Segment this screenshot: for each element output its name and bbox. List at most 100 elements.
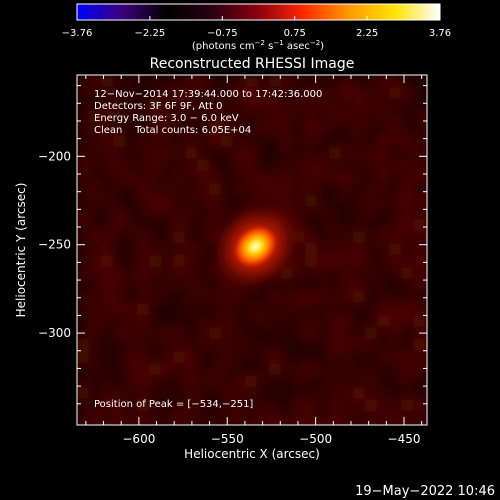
noise-cell [77,171,89,183]
noise-cell [233,363,245,375]
plot-frame [76,74,428,426]
source-contour [250,241,261,252]
noise-cell [209,351,221,363]
noise-cell [317,327,329,339]
noise-cell [377,291,389,303]
noise-cell [113,171,125,183]
noise-cell [389,387,401,399]
background-noise [77,75,427,425]
noise-cell [125,207,137,219]
noise-cell [221,279,233,291]
noise-cell [341,411,353,423]
y-axis-label: Heliocentric Y (arcsec) [14,183,28,318]
noise-cell [317,351,329,363]
noise-cell [137,135,149,147]
noise-cell [161,399,173,411]
noise-cell [137,219,149,231]
noise-cell [425,339,427,351]
noise-cell [221,291,233,303]
noise-cell [365,411,377,423]
noise-cell [269,171,281,183]
noise-cell [413,111,425,123]
noise-cell [353,183,365,195]
noise-cell [281,423,293,425]
noise-cell [269,351,281,363]
noise-cell [209,303,221,315]
noise-cell [305,375,317,387]
noise-cell [233,111,245,123]
noise-cell [149,279,161,291]
noise-cell [101,75,113,87]
noise-cell [293,363,305,375]
noise-cell [269,279,281,291]
noise-cell [365,291,377,303]
noise-cell [293,159,305,171]
noise-cell [77,375,89,387]
noise-cell [89,303,101,315]
noise-cell [377,279,389,291]
noise-cell [401,315,413,327]
x-tick-label: −600 [122,432,155,446]
noise-cell [341,207,353,219]
noise-cell [233,183,245,195]
noise-cell [413,147,425,159]
noise-cell [77,267,89,279]
x-tick-label: −450 [388,432,421,446]
noise-cell [281,303,293,315]
noise-cell [341,75,353,87]
noise-cell [269,423,281,425]
noise-cell [137,255,149,267]
flare-source [216,208,295,284]
noise-cell [413,123,425,135]
noise-cell [209,75,221,87]
noise-cell [281,279,293,291]
noise-cell [125,171,137,183]
noise-cell [353,219,365,231]
noise-cell [341,387,353,399]
noise-cell [89,423,101,425]
noise-cell [293,75,305,87]
noise-cell [245,171,257,183]
noise-cell [365,351,377,363]
noise-cell [197,135,209,147]
noise-cell [341,363,353,375]
noise-cell [77,87,89,99]
noise-cell [101,147,113,159]
noise-cell [305,351,317,363]
noise-cell [281,399,293,411]
noise-cell [389,147,401,159]
noise-cell [365,267,377,279]
noise-cell [197,279,209,291]
noise-cell [269,399,281,411]
timestamp: 19−May−2022 10:46 [355,484,495,499]
noise-cell [329,111,341,123]
noise-cell [173,267,185,279]
noise-cell [281,387,293,399]
noise-cell [269,327,281,339]
noise-cell [185,159,197,171]
noise-cell [425,291,427,303]
noise-cell [197,351,209,363]
noise-cell [77,387,89,399]
chart-title: Reconstructed RHESSI Image [150,56,355,72]
noise-cell [353,423,365,425]
noise-cell [257,195,269,207]
noise-cell [137,267,149,279]
noise-cell [137,99,149,111]
noise-cell [125,339,137,351]
noise-cell [353,147,365,159]
noise-cell [269,147,281,159]
noise-cell [317,255,329,267]
noise-cell [137,387,149,399]
noise-cell [161,291,173,303]
noise-cell [425,423,427,425]
noise-cell [137,327,149,339]
noise-cell [389,375,401,387]
noise-cell [377,315,389,327]
noise-cell [401,423,413,425]
noise-cell [377,111,389,123]
noise-cell [149,375,161,387]
noise-cell [125,363,137,375]
noise-cell [77,291,89,303]
noise-cell [161,111,173,123]
